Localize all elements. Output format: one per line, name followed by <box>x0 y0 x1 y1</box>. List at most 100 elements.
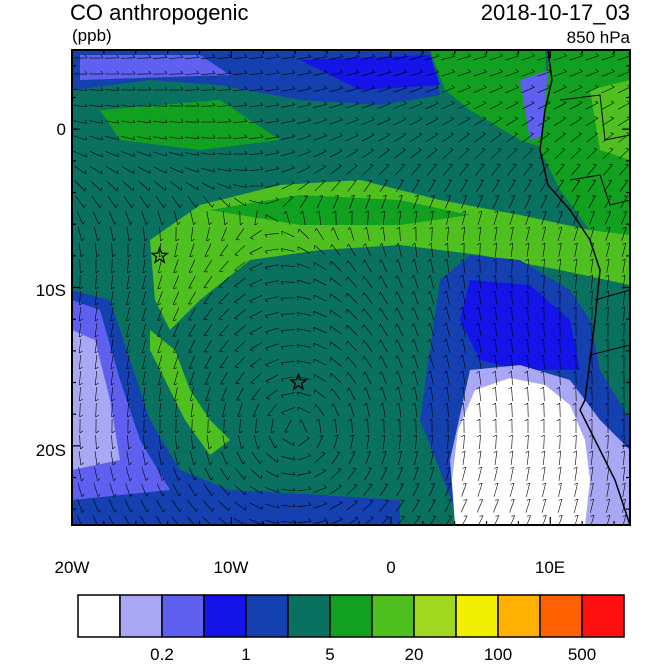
wind-barb <box>604 195 612 209</box>
wind-barb <box>175 226 180 242</box>
wind-barb <box>184 119 200 123</box>
wind-barb <box>313 53 328 60</box>
wind-barb <box>110 355 115 370</box>
wind-barb <box>571 163 581 176</box>
wind-barb <box>232 86 248 91</box>
wind-barb <box>505 69 519 77</box>
wind-barb <box>572 418 577 433</box>
wind-barb <box>127 434 132 450</box>
wind-barb <box>442 132 454 143</box>
wind-barb <box>265 86 280 92</box>
wind-barb <box>475 338 482 353</box>
wind-barb <box>201 151 216 156</box>
lat-label-0: 0 <box>56 120 66 139</box>
wind-barb <box>521 69 535 77</box>
wind-barb <box>220 371 228 385</box>
wind-barb <box>381 451 387 465</box>
wind-barb <box>588 354 593 370</box>
wind-barb <box>459 338 466 353</box>
wind-barb <box>554 148 566 160</box>
wind-barb <box>524 338 529 354</box>
wind-barb <box>345 85 359 93</box>
wind-barb <box>89 165 103 175</box>
wind-barb <box>525 242 530 257</box>
wind-barb <box>589 450 593 466</box>
wind-barb <box>540 354 545 370</box>
wind-barb <box>590 515 595 525</box>
wind-barb <box>157 211 165 225</box>
wind-barb <box>457 100 471 110</box>
wind-barb <box>521 116 535 126</box>
wind-barb <box>461 466 467 481</box>
wind-barb <box>158 451 165 466</box>
wind-barb <box>395 499 405 512</box>
wind-barb <box>236 451 246 465</box>
wind-barb <box>204 371 212 385</box>
wind-barb <box>216 102 232 107</box>
wind-barb <box>329 277 342 287</box>
wind-barb <box>569 53 583 61</box>
wind-barb <box>234 341 246 352</box>
wind-barb <box>79 290 83 306</box>
wind-barb <box>297 246 311 254</box>
wind-barb <box>348 451 356 465</box>
wind-barb <box>585 69 599 77</box>
wind-barb <box>411 164 421 176</box>
wind-barb <box>377 101 391 109</box>
wind-barb <box>313 468 327 478</box>
wind-barb <box>253 435 261 449</box>
wind-barb <box>105 70 120 75</box>
wind-barb <box>555 179 565 192</box>
wind-barb <box>524 306 529 322</box>
wind-barb <box>505 116 519 126</box>
wind-barb <box>441 100 455 110</box>
wind-barb <box>281 438 295 446</box>
wind-barb <box>159 226 164 242</box>
wind-barb <box>299 195 309 209</box>
wind-barb <box>201 167 216 173</box>
wind-barb <box>109 211 117 225</box>
wind-barb <box>524 290 529 306</box>
wind-barb <box>378 259 388 273</box>
wind-barb <box>152 54 168 59</box>
wind-barb <box>475 322 482 337</box>
wind-barb <box>508 418 513 434</box>
wind-barb <box>525 450 530 465</box>
colorbar-swatch-7 <box>371 594 415 638</box>
wind-barb <box>490 148 502 160</box>
wind-barb <box>361 117 375 125</box>
wind-barb <box>524 386 529 402</box>
wind-barb <box>313 485 327 493</box>
wind-barb <box>619 179 629 192</box>
wind-barb <box>349 434 354 449</box>
wind-barb <box>428 179 436 193</box>
wind-barb <box>79 418 84 434</box>
wind-barb <box>107 196 118 208</box>
wind-barb <box>265 214 279 222</box>
wind-barb <box>569 84 583 94</box>
wind-barb <box>188 483 198 497</box>
wind-barb <box>378 164 390 176</box>
wind-barb <box>284 419 292 433</box>
wind-barb <box>110 307 115 322</box>
wind-barb <box>141 339 147 354</box>
wind-barb <box>265 70 280 76</box>
wind-barb <box>556 354 561 370</box>
wind-barb <box>621 450 625 466</box>
co-region-green-band-inner <box>210 195 470 225</box>
wind-barb <box>249 54 264 60</box>
wind-barb <box>168 70 184 75</box>
lon-label-0: 0 <box>386 558 396 577</box>
wind-barb <box>268 435 278 449</box>
wind-barb <box>622 498 626 513</box>
wind-barb <box>557 242 562 257</box>
wind-barb <box>620 370 625 386</box>
wind-barb <box>397 450 403 465</box>
wind-barb <box>188 291 196 305</box>
wind-barb <box>172 483 182 497</box>
wind-barb <box>265 327 279 335</box>
wind-barb <box>204 467 214 481</box>
wind-barb <box>173 339 179 353</box>
wind-barb <box>394 291 404 305</box>
wind-barb <box>361 101 375 109</box>
